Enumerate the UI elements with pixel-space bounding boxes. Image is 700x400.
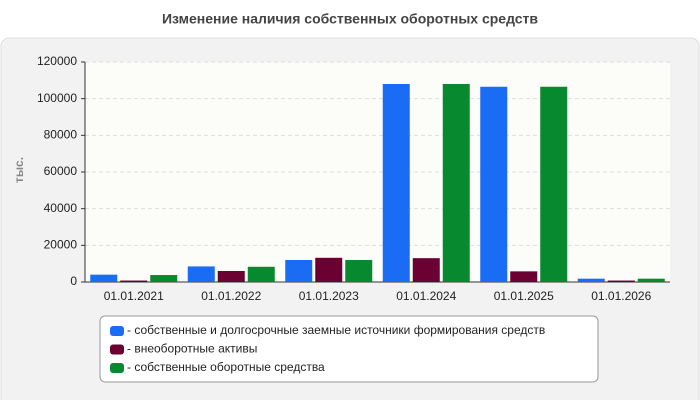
bar xyxy=(577,278,605,282)
bar xyxy=(540,86,568,282)
bar xyxy=(217,271,245,282)
legend-label: - собственные оборотные средства xyxy=(127,360,325,374)
legend-box xyxy=(99,315,599,383)
bar xyxy=(285,260,313,282)
x-tick-label: 01.01.2022 xyxy=(201,289,261,303)
bar xyxy=(247,266,275,282)
bar xyxy=(637,278,665,282)
bar xyxy=(187,266,215,282)
bar xyxy=(315,257,343,282)
y-tick-label: 40000 xyxy=(44,201,78,215)
x-tick-label: 01.01.2026 xyxy=(591,289,651,303)
legend-swatch xyxy=(110,344,124,355)
x-tick-label: 01.01.2023 xyxy=(299,289,359,303)
bar xyxy=(150,275,178,282)
y-tick-label: 100000 xyxy=(37,91,77,105)
y-tick-label: 60000 xyxy=(44,164,78,178)
legend-label: - внеоборотные активы xyxy=(127,342,257,356)
bar xyxy=(442,84,470,282)
y-tick-label: 20000 xyxy=(44,238,78,252)
x-tick-label: 01.01.2024 xyxy=(396,289,456,303)
bar xyxy=(90,274,118,282)
bar xyxy=(382,84,410,282)
legend-swatch xyxy=(110,326,124,336)
y-tick-label: 120000 xyxy=(37,54,77,68)
y-tick-label: 0 xyxy=(70,274,77,288)
x-tick-label: 01.01.2025 xyxy=(494,289,554,303)
legend-label: - собственные и долгосрочные заемные ист… xyxy=(127,323,545,337)
bar xyxy=(345,260,373,282)
y-tick-label: 80000 xyxy=(44,128,78,142)
bar xyxy=(412,258,440,282)
x-tick-label: 01.01.2021 xyxy=(104,289,164,303)
legend-swatch xyxy=(110,363,124,373)
plot-area xyxy=(85,62,670,282)
bar xyxy=(120,280,148,282)
bar xyxy=(607,280,635,282)
bar xyxy=(480,86,508,282)
chart-title: Изменение наличия собственных оборотных … xyxy=(162,11,538,27)
bar xyxy=(510,271,538,282)
y-axis-label: тыс. xyxy=(12,157,26,183)
